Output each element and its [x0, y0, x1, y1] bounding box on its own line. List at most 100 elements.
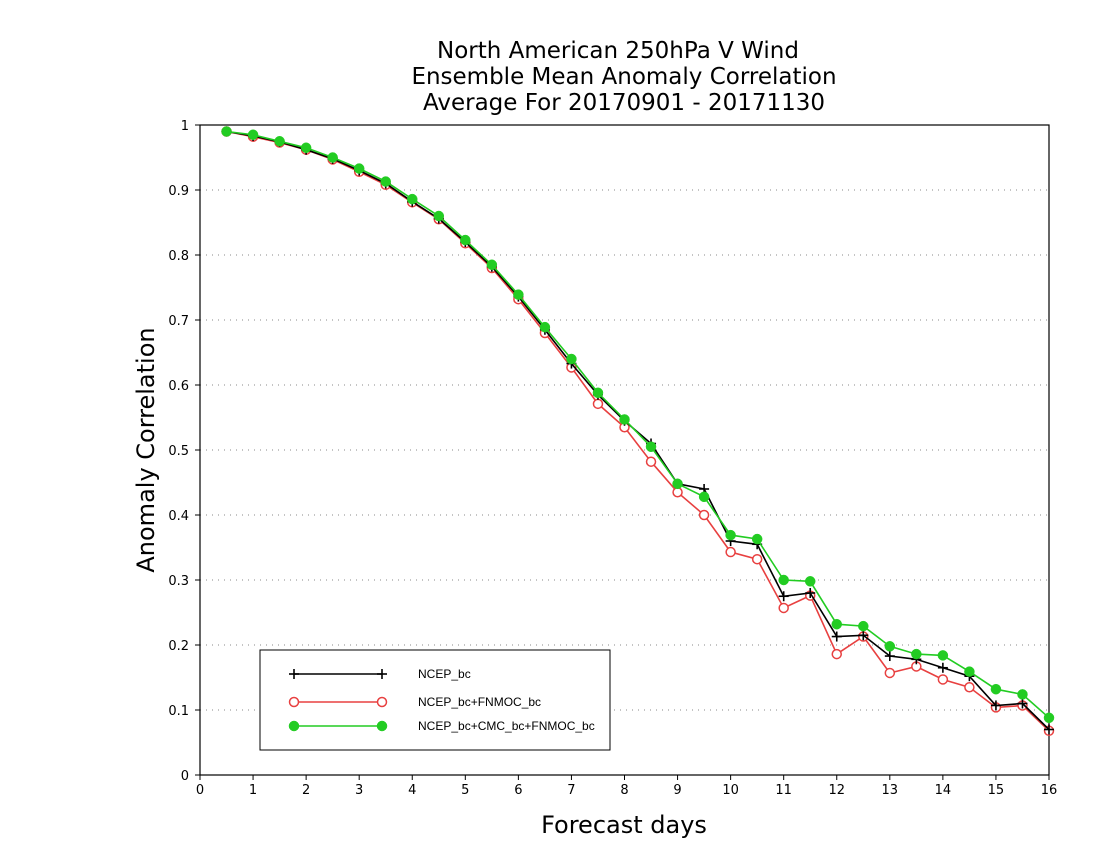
data-point: [247, 129, 259, 140]
data-point: [725, 529, 736, 541]
y-tick-label: 0.7: [168, 314, 189, 329]
data-point: [937, 674, 949, 685]
data-point: [911, 648, 922, 660]
data-point: [645, 456, 657, 467]
data-point: [539, 321, 551, 333]
data-point: [1043, 712, 1055, 724]
y-tick-label: 0.2: [168, 639, 189, 654]
x-tick-label: 5: [461, 783, 469, 798]
title-line-1: North American 250hPa V Wind: [437, 38, 799, 64]
legend-entry: NCEP_bc+FNMOC_bc: [288, 695, 541, 709]
x-tick-label: 3: [355, 783, 363, 798]
data-point: [460, 234, 471, 246]
data-point: [289, 669, 299, 679]
legend-entry: NCEP_bc: [289, 667, 471, 681]
legend-entry: NCEP_bc+CMC_bc+FNMOC_bc: [288, 719, 595, 733]
legend: NCEP_bc NCEP_bc+FNMOC_bc NCEP_bc+CMC_bc+FN…: [259, 649, 611, 751]
data-point: [858, 630, 869, 641]
data-point: [937, 662, 948, 673]
y-axis-label: Anomaly Correlation: [132, 327, 160, 572]
data-point: [990, 700, 1001, 711]
x-axis-label: Forecast days: [541, 811, 707, 839]
data-point: [805, 588, 816, 598]
y-tick-label: 0.4: [168, 509, 189, 524]
data-point: [672, 487, 683, 498]
x-tick-label: 13: [882, 783, 899, 798]
data-point: [407, 193, 418, 205]
series-ncep-bc-cmc-bc-fnmoc-bc: [221, 126, 1055, 724]
data-point: [592, 387, 604, 399]
legend-label: NCEP_bc+FNMOC_bc: [418, 695, 541, 709]
x-tick-label: 8: [620, 783, 628, 798]
data-point: [377, 669, 387, 679]
data-point: [778, 602, 789, 614]
y-tick-label: 0.8: [168, 249, 189, 264]
x-tick-label: 2: [302, 783, 310, 798]
data-point: [566, 353, 577, 365]
title-line-2: Ensemble Mean Anomaly Correlation: [411, 64, 836, 90]
data-point: [751, 553, 763, 565]
data-point: [327, 152, 338, 163]
data-point: [645, 441, 657, 452]
data-point: [937, 650, 949, 661]
series-line: [226, 130, 1050, 719]
data-point: [778, 574, 789, 586]
data-point: [1017, 689, 1028, 700]
data-point: [698, 509, 710, 521]
data-point: [778, 591, 789, 602]
legend-label: NCEP_bc: [418, 667, 471, 681]
data-point: [698, 491, 710, 503]
data-point: [274, 136, 285, 147]
grid-lines: [200, 189, 1049, 711]
data-point: [831, 618, 842, 630]
x-tick-label: 6: [514, 783, 522, 798]
x-tick-label: 16: [1041, 783, 1058, 798]
axis-ticks: 00.10.20.30.40.50.60.70.80.910 1 2 3 4 5 6 7 8 9 1…: [168, 119, 1057, 798]
data-point: [376, 696, 388, 708]
data-point: [619, 414, 630, 425]
series-layer: [221, 126, 1055, 737]
data-point: [884, 651, 895, 662]
series-line: [226, 130, 1050, 731]
data-point: [433, 210, 445, 222]
y-tick-label: 0.5: [168, 444, 189, 459]
x-tick-label: 1: [249, 783, 257, 798]
data-point: [300, 142, 312, 153]
data-point: [221, 126, 232, 137]
data-point: [380, 176, 391, 187]
y-tick-label: 0.6: [168, 379, 189, 394]
x-tick-label: 0: [196, 783, 204, 798]
data-point: [884, 667, 896, 679]
data-point: [990, 683, 1002, 695]
x-tick-label: 14: [935, 783, 952, 798]
data-point: [672, 478, 683, 490]
legend-label: NCEP_bc+CMC_bc+FNMOC_bc: [418, 719, 595, 733]
x-tick-label: 7: [567, 783, 575, 798]
data-point: [353, 163, 365, 174]
data-point: [964, 666, 975, 677]
y-tick-label: 0: [181, 769, 189, 784]
data-point: [288, 720, 300, 732]
data-point: [831, 631, 842, 642]
legend-box: [259, 649, 611, 751]
data-point: [376, 720, 388, 732]
data-point: [884, 641, 896, 652]
x-tick-label: 10: [722, 783, 739, 798]
data-point: [513, 289, 524, 300]
data-point: [1044, 724, 1054, 735]
x-tick-label: 9: [673, 783, 681, 798]
x-tick-label: 11: [775, 783, 792, 798]
y-tick-label: 0.3: [168, 574, 189, 589]
data-point: [804, 576, 816, 587]
data-point: [964, 682, 975, 693]
x-tick-label: 12: [828, 783, 845, 798]
data-point: [751, 533, 763, 545]
y-tick-label: 0.1: [168, 704, 189, 719]
x-tick-label: 15: [988, 783, 1005, 798]
x-tick-label: 4: [408, 783, 416, 798]
title-line-3: Average For 20170901 - 20171130: [423, 90, 825, 116]
data-point: [486, 259, 498, 270]
data-point: [592, 398, 604, 410]
data-point: [1017, 698, 1028, 709]
data-point: [288, 696, 300, 708]
